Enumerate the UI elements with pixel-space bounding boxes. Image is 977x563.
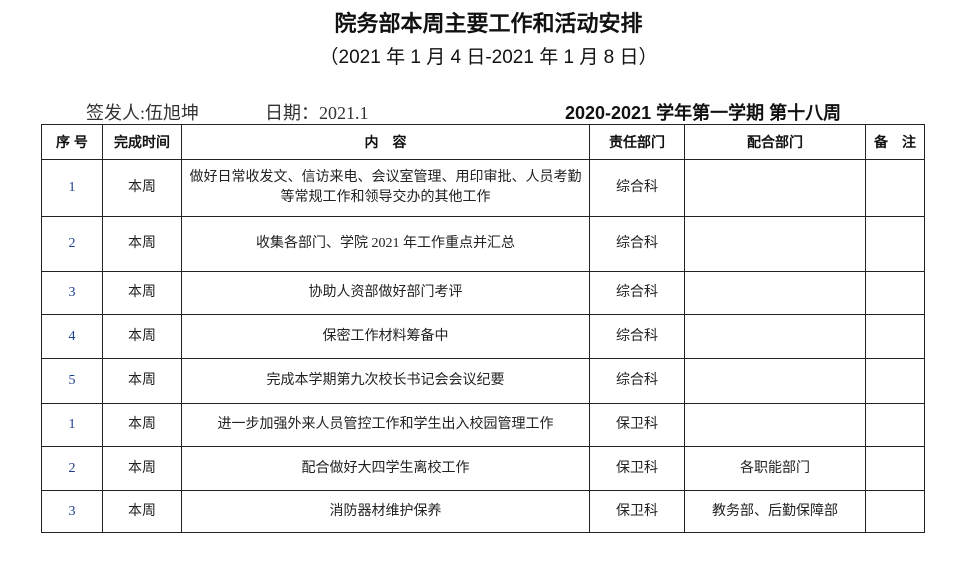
row-coop	[684, 159, 866, 217]
row-note	[865, 216, 925, 272]
row-number: 2	[41, 216, 103, 272]
row-time: 本周	[102, 216, 182, 272]
header-time: 完成时间	[102, 124, 182, 160]
table-header-row: 序 号 完成时间 内 容 责任部门 配合部门 备 注	[41, 124, 925, 160]
schedule-table: 序 号 完成时间 内 容 责任部门 配合部门 备 注 1 本周 做好日常收发文、信访…	[41, 124, 925, 533]
row-time: 本周	[102, 403, 182, 447]
row-time: 本周	[102, 490, 182, 533]
row-number: 3	[41, 490, 103, 533]
row-dept: 综合科	[589, 216, 685, 272]
row-number: 1	[41, 159, 103, 217]
table-row: 1 本周 进一步加强外来人员管控工作和学生出入校园管理工作 保卫科	[41, 403, 925, 447]
row-number: 1	[41, 403, 103, 447]
row-note	[865, 490, 925, 533]
row-dept: 保卫科	[589, 403, 685, 447]
issuer: 签发人:伍旭坤	[86, 103, 200, 123]
table-row: 3 本周 协助人资部做好部门考评 综合科	[41, 271, 925, 315]
row-coop	[684, 216, 866, 272]
row-coop	[684, 314, 866, 359]
header-dept: 责任部门	[589, 124, 685, 160]
row-dept: 综合科	[589, 314, 685, 359]
row-note	[865, 159, 925, 217]
row-coop: 教务部、后勤保障部	[684, 490, 866, 533]
row-time: 本周	[102, 358, 182, 404]
row-note	[865, 271, 925, 315]
row-number: 2	[41, 446, 103, 491]
table-row: 5 本周 完成本学期第九次校长书记会会议纪要 综合科	[41, 358, 925, 404]
header-note: 备 注	[865, 124, 925, 160]
table-row: 2 本周 收集各部门、学院 2021 年工作重点并汇总 综合科	[41, 216, 925, 272]
row-coop	[684, 403, 866, 447]
row-content: 保密工作材料筹备中	[181, 314, 590, 359]
row-number: 3	[41, 271, 103, 315]
row-note	[865, 446, 925, 491]
row-coop	[684, 271, 866, 315]
row-time: 本周	[102, 314, 182, 359]
issue-date: 日期：2021.1	[265, 103, 369, 123]
row-dept: 保卫科	[589, 446, 685, 491]
row-dept: 综合科	[589, 358, 685, 404]
document-title: 院务部本周主要工作和活动安排	[334, 11, 643, 36]
row-content: 进一步加强外来人员管控工作和学生出入校园管理工作	[181, 403, 590, 447]
table-row: 4 本周 保密工作材料筹备中 综合科	[41, 314, 925, 359]
table-row: 3 本周 消防器材维护保养 保卫科 教务部、后勤保障部	[41, 490, 925, 533]
row-coop	[684, 358, 866, 404]
row-dept: 综合科	[589, 159, 685, 217]
row-time: 本周	[102, 446, 182, 491]
row-dept: 保卫科	[589, 490, 685, 533]
row-number: 4	[41, 314, 103, 359]
row-content: 做好日常收发文、信访来电、会议室管理、用印审批、人员考勤等常规工作和领导交办的其…	[181, 159, 590, 217]
row-content: 收集各部门、学院 2021 年工作重点并汇总	[181, 216, 590, 272]
row-content: 协助人资部做好部门考评	[181, 271, 590, 315]
term-week: 2020-2021 学年第一学期 第十八周	[565, 103, 842, 123]
table-row: 2 本周 配合做好大四学生离校工作 保卫科 各职能部门	[41, 446, 925, 491]
row-content: 消防器材维护保养	[181, 490, 590, 533]
date-range: （2021 年 1 月 4 日-2021 年 1 月 8 日）	[319, 47, 658, 68]
row-number: 5	[41, 358, 103, 404]
header-coop: 配合部门	[684, 124, 866, 160]
row-coop: 各职能部门	[684, 446, 866, 491]
row-time: 本周	[102, 271, 182, 315]
header-no: 序 号	[41, 124, 103, 160]
row-time: 本周	[102, 159, 182, 217]
table-row: 1 本周 做好日常收发文、信访来电、会议室管理、用印审批、人员考勤等常规工作和领导交…	[41, 159, 925, 217]
row-note	[865, 403, 925, 447]
row-note	[865, 358, 925, 404]
row-content: 完成本学期第九次校长书记会会议纪要	[181, 358, 590, 404]
row-dept: 综合科	[589, 271, 685, 315]
row-content: 配合做好大四学生离校工作	[181, 446, 590, 491]
header-content: 内 容	[181, 124, 590, 160]
row-note	[865, 314, 925, 359]
